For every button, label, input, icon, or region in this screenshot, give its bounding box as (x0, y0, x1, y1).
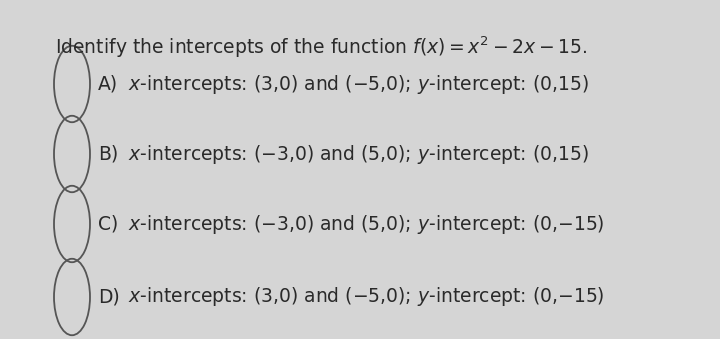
Text: Identify the intercepts of the function $f(x) = x^2 - 2x - 15.$: Identify the intercepts of the function … (55, 34, 588, 60)
Text: C): C) (98, 215, 118, 234)
Text: $x$-intercepts: (−3,0) and (5,0); $y$-intercept: (0,−15): $x$-intercepts: (−3,0) and (5,0); $y$-in… (128, 213, 605, 236)
Text: A): A) (98, 75, 118, 94)
Text: B): B) (98, 144, 118, 163)
Text: $x$-intercepts: (3,0) and (−5,0); $y$-intercept: (0,−15): $x$-intercepts: (3,0) and (−5,0); $y$-in… (128, 285, 605, 308)
Text: $x$-intercepts: (3,0) and (−5,0); $y$-intercept: (0,15): $x$-intercepts: (3,0) and (−5,0); $y$-in… (128, 73, 589, 96)
Text: $x$-intercepts: (−3,0) and (5,0); $y$-intercept: (0,15): $x$-intercepts: (−3,0) and (5,0); $y$-in… (128, 142, 589, 165)
Text: D): D) (98, 287, 120, 306)
